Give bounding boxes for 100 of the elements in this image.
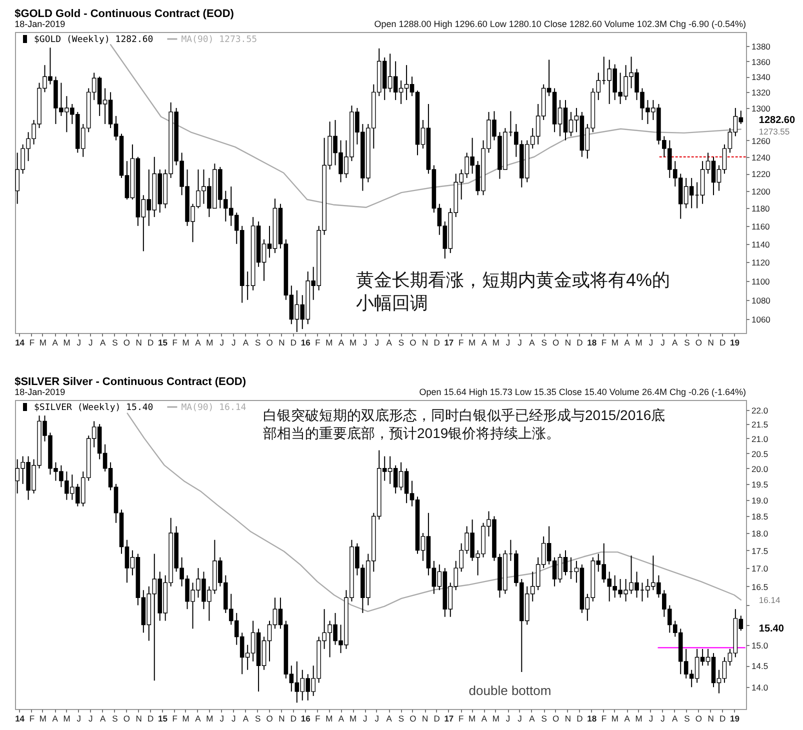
x-tick-label: 18 <box>587 714 597 724</box>
x-tick-label: A <box>100 338 106 348</box>
annotation: 白银突破短期的双底形态，同时白银似乎已经形成与2015/2016底部相当的重要底部，预计2019银价将持续上涨。 <box>263 407 666 441</box>
x-tick-label: J <box>220 338 224 348</box>
x-tick-label: M <box>611 714 618 724</box>
x-tick-label: S <box>398 338 404 348</box>
x-tick-label: J <box>231 714 236 724</box>
chart-subtitle: 18-Jan-2019 <box>14 387 66 397</box>
x-tick-label: A <box>624 338 630 348</box>
y-tick-label: 1060 <box>752 314 771 325</box>
x-tick-label: A <box>52 338 58 348</box>
x-tick-label: S <box>112 714 118 724</box>
x-tick-label: N <box>278 338 285 348</box>
y-tick-label: 21.0 <box>752 434 768 444</box>
x-tick-label: N <box>708 338 714 348</box>
x-tick-label: O <box>552 338 560 348</box>
x-tick-label: M <box>492 338 500 348</box>
y-tick-label: 18.0 <box>752 528 768 539</box>
x-tick-label: 14 <box>15 338 25 348</box>
x-tick-label: D <box>576 338 583 348</box>
chart-subtitle: 18-Jan-2019 <box>14 19 66 29</box>
annotation: 1273.55 <box>758 126 790 136</box>
x-tick-label: A <box>529 338 536 348</box>
x-tick-label: S <box>684 338 690 348</box>
x-tick-label: J <box>660 338 665 348</box>
x-tick-label: A <box>386 714 392 724</box>
x-tick-label: J <box>76 714 82 724</box>
y-tick-label: 16.5 <box>752 582 768 592</box>
x-tick-label: F <box>601 338 607 348</box>
x-tick-label: M <box>63 338 70 348</box>
x-tick-label: 14 <box>15 714 25 724</box>
x-tick-label: A <box>672 338 678 348</box>
y-tick-label: 1360 <box>752 56 771 67</box>
chart-title: $SILVER Silver - Continuous Contract (EOD) <box>14 376 246 388</box>
x-tick-label: A <box>52 714 58 724</box>
x-tick-label: O <box>552 714 560 724</box>
legend-label: $GOLD (Weekly) 1282.60 <box>34 35 154 45</box>
x-tick-label: 16 <box>300 714 311 724</box>
x-tick-label: F <box>29 714 35 724</box>
x-tick-label: A <box>242 338 249 348</box>
x-tick-label: J <box>648 338 654 348</box>
x-tick-label: A <box>338 714 344 724</box>
x-tick-label: S <box>398 714 404 724</box>
chart-title: $GOLD Gold - Continuous Contract (EOD) <box>14 8 234 20</box>
x-tick-label: O <box>695 714 702 724</box>
x-tick-label: D <box>148 338 154 348</box>
x-tick-label: S <box>255 338 262 348</box>
y-tick-label: 1120 <box>752 258 770 268</box>
x-tick-label: 18 <box>587 338 597 348</box>
annotation: double bottom <box>468 683 552 698</box>
x-tick-label: A <box>481 714 488 724</box>
annotation: 16.14 <box>758 594 780 605</box>
annotation: 15.40 <box>758 624 784 635</box>
x-tick-label: M <box>611 338 618 348</box>
annotation: 黄金长期看涨，短期内黄金或将有4%的小幅回调 <box>356 270 670 313</box>
x-tick-label: D <box>148 714 154 724</box>
x-tick-label: F <box>458 338 464 348</box>
x-tick-label: M <box>492 714 500 724</box>
text: Open 1288.00 High 1296.60 Low 1280.10 Close 1282.60 Volume 102.3M Chg -6.90 (-0.54%) <box>374 19 746 29</box>
y-tick-label: 18.5 <box>752 512 768 522</box>
x-tick-label: J <box>506 338 510 348</box>
x-tick-label: A <box>529 714 536 724</box>
x-tick-label: M <box>39 338 46 348</box>
annotation: 1282.60 <box>758 114 796 126</box>
x-tick-label: A <box>195 714 202 724</box>
x-tick-label: M <box>326 338 333 348</box>
y-tick-label: 1140 <box>752 239 770 250</box>
y-tick-label: 14.5 <box>752 661 768 672</box>
x-tick-label: F <box>458 714 464 724</box>
x-tick-label: J <box>88 338 93 348</box>
x-tick-label: J <box>374 338 380 348</box>
x-tick-label: J <box>88 714 93 724</box>
x-tick-label: M <box>468 714 476 724</box>
y-tick-label: 19.5 <box>752 479 768 490</box>
x-tick-label: M <box>635 714 642 724</box>
x-tick-label: F <box>315 714 320 724</box>
y-tick-label: 1200 <box>752 186 771 196</box>
x-tick-label: A <box>338 338 344 348</box>
x-tick-label: N <box>422 338 428 348</box>
line-series <box>110 44 742 208</box>
x-tick-label: S <box>541 338 548 348</box>
x-tick-label: A <box>481 338 488 348</box>
x-tick-label: M <box>39 714 46 724</box>
x-tick-label: F <box>172 714 178 724</box>
x-tick-label: J <box>518 338 522 348</box>
x-tick-label: N <box>136 338 142 348</box>
x-tick-label: F <box>601 714 607 724</box>
y-tick-label: 14.0 <box>752 682 768 693</box>
x-tick-label: F <box>172 338 178 348</box>
x-tick-label: 17 <box>444 338 454 348</box>
x-tick-label: S <box>541 714 548 724</box>
x-tick-label: J <box>363 338 368 348</box>
x-tick-label: J <box>518 714 522 724</box>
x-tick-label: S <box>112 338 118 348</box>
x-tick-label: M <box>63 714 70 724</box>
y-tick-label: 1260 <box>752 136 771 146</box>
x-tick-label: J <box>231 338 236 348</box>
y-tick-label: 1240 <box>752 152 771 162</box>
x-tick-label: S <box>255 714 262 724</box>
x-tick-label: O <box>123 338 130 348</box>
